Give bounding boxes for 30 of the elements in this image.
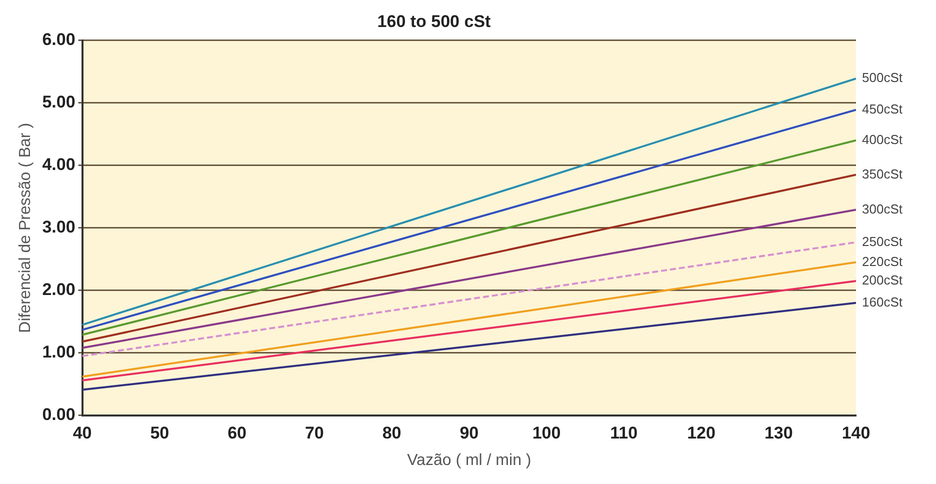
x-tick-label: 120: [687, 423, 716, 442]
series-label: 250cSt: [862, 234, 903, 249]
x-tick-label: 80: [382, 423, 402, 442]
x-tick-label: 110: [610, 423, 638, 442]
series-label: 300cSt: [862, 201, 903, 216]
x-tick-label: 90: [460, 423, 479, 442]
y-tick-label: 4.00: [42, 155, 76, 174]
y-axis-title: Diferencial de Pressão ( Bar ): [17, 122, 34, 333]
y-tick-label: 1.00: [42, 342, 76, 362]
x-tick-label: 140: [842, 423, 870, 442]
x-tick-label: 60: [228, 423, 246, 442]
series-label: 400cSt: [862, 132, 903, 147]
x-axis-title: Vazão ( ml / min ): [407, 452, 532, 469]
x-tick-label: 40: [72, 423, 92, 442]
series-label: 200cSt: [862, 272, 903, 288]
x-tick-label: 70: [304, 423, 324, 442]
series-label: 160cSt: [862, 294, 903, 310]
series-label: 500cSt: [862, 70, 903, 86]
y-tick-label: 6.00: [42, 30, 76, 50]
x-tick-label: 100: [532, 423, 561, 442]
y-tick-label: 0.00: [42, 405, 76, 424]
y-tick-label: 2.00: [42, 280, 76, 300]
y-tick-label: 5.00: [42, 92, 76, 112]
series-label: 350cSt: [862, 166, 903, 182]
y-tick-label: 3.00: [42, 218, 76, 237]
x-tick-label: 50: [150, 423, 170, 442]
chart-title: 160 to 500 cSt: [377, 12, 492, 31]
series-label: 450cSt: [862, 101, 903, 116]
series-label: 220cSt: [862, 254, 903, 269]
x-tick-label: 130: [764, 423, 793, 442]
